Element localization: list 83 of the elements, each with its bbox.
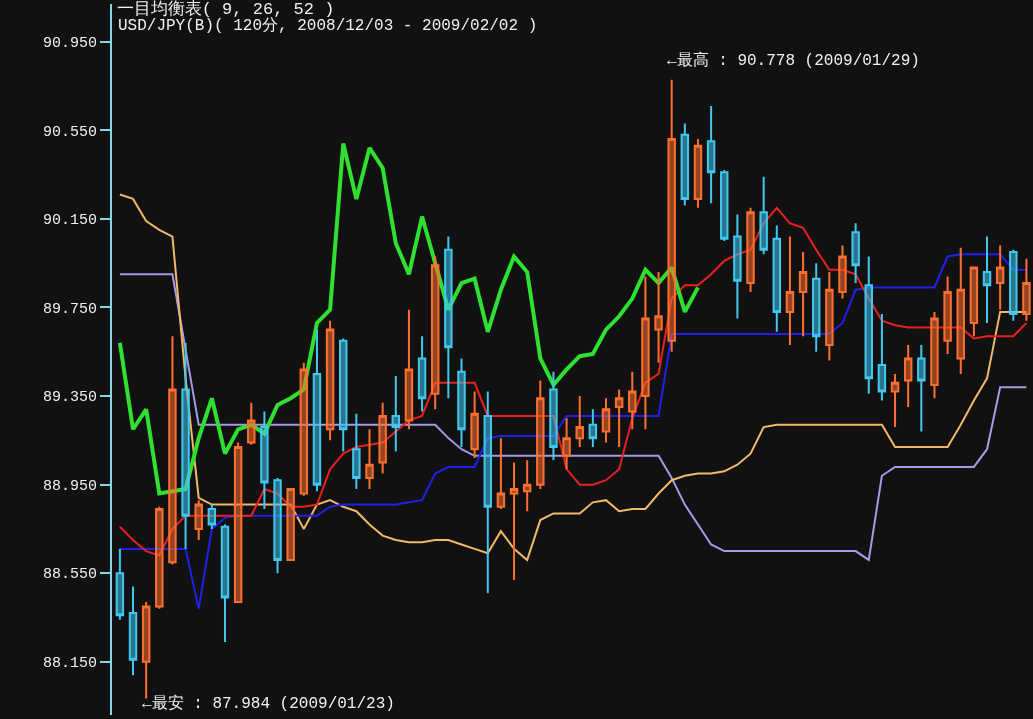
candlestick: [930, 310, 939, 400]
y-tick-label: 88.550: [42, 566, 97, 584]
candlestick: [812, 262, 821, 353]
candlestick: [496, 437, 506, 511]
candlestick: [220, 523, 230, 643]
candlestick: [680, 122, 690, 207]
candlestick: [1022, 257, 1031, 322]
line-series: [118, 273, 1028, 561]
candlestick: [404, 308, 414, 431]
candlestick: [588, 408, 598, 448]
candlestick: [115, 547, 125, 621]
candlestick: [733, 213, 742, 320]
candlestick: [628, 370, 637, 431]
candlestick: [312, 328, 322, 493]
candlestick: [155, 505, 164, 610]
candlestick: [641, 275, 650, 431]
candlestick: [509, 461, 519, 581]
candlestick: [207, 503, 217, 530]
annotation: ←最高 : 90.778 (2009/01/29): [667, 51, 920, 70]
candlestick: [825, 271, 834, 362]
y-tick-label: 88.950: [42, 477, 97, 495]
candlestick: [654, 271, 663, 364]
candlestick: [273, 477, 282, 575]
candlestick: [667, 78, 676, 353]
candlestick: [430, 255, 440, 411]
annotation: ←最安 : 87.984 (2009/01/23): [142, 694, 395, 713]
candlestick: [549, 370, 558, 462]
candlestick: [444, 235, 453, 400]
candlestick: [141, 601, 151, 700]
candlestick: [746, 206, 755, 293]
candlestick: [851, 222, 860, 285]
candlestick: [260, 410, 269, 511]
candlestick: [128, 585, 138, 677]
candlestick: [956, 246, 965, 375]
candlestick: [562, 417, 571, 471]
candlestick: [785, 235, 795, 347]
candlestick: [575, 395, 584, 448]
candlestick: [995, 244, 1005, 311]
candlestick: [890, 372, 900, 429]
candlestick: [247, 401, 256, 446]
y-tick-label: 89.350: [42, 389, 97, 407]
y-tick-label: 88.150: [42, 655, 97, 673]
line-series: [118, 253, 1028, 610]
candlestick: [457, 357, 466, 448]
candlestick: [693, 138, 703, 209]
y-tick-label: 89.750: [42, 300, 97, 318]
candlestick: [286, 488, 295, 561]
candlestick: [614, 388, 624, 448]
candlestick: [903, 344, 913, 409]
candlestick: [1009, 248, 1018, 322]
candlestick: [483, 390, 492, 595]
y-tick-label: 90.150: [42, 212, 97, 230]
candlestick: [352, 412, 361, 491]
candlestick: [969, 266, 979, 338]
candlestick: [470, 390, 479, 460]
y-tick-label: 90.950: [42, 34, 97, 52]
candlestick: [706, 104, 716, 205]
candlestick: [233, 441, 243, 604]
candlestick: [943, 275, 952, 355]
candlestick: [720, 169, 729, 242]
candlestick: [168, 335, 177, 566]
candlestick: [181, 341, 190, 550]
candlestick: [417, 335, 427, 413]
candlestick: [601, 397, 611, 444]
candlestick: [759, 175, 768, 256]
candlestick: [365, 428, 374, 491]
candlestick: [325, 319, 335, 442]
candlestick: [877, 313, 887, 402]
line-series: [117, 141, 700, 496]
candlestick: [522, 459, 532, 513]
candlestick: [536, 379, 545, 491]
candlestick: [838, 244, 847, 300]
y-tick-label: 90.550: [42, 123, 97, 141]
candlestick: [299, 361, 309, 497]
candlestick: [982, 235, 992, 324]
candlestick: [772, 224, 782, 333]
candlestick: [194, 499, 203, 542]
candlestick: [339, 337, 348, 453]
candlestick: [391, 375, 401, 453]
candlestick: [378, 401, 387, 475]
candlestick: [798, 251, 808, 338]
candlestick: [864, 255, 873, 395]
candlestick: [917, 344, 926, 433]
